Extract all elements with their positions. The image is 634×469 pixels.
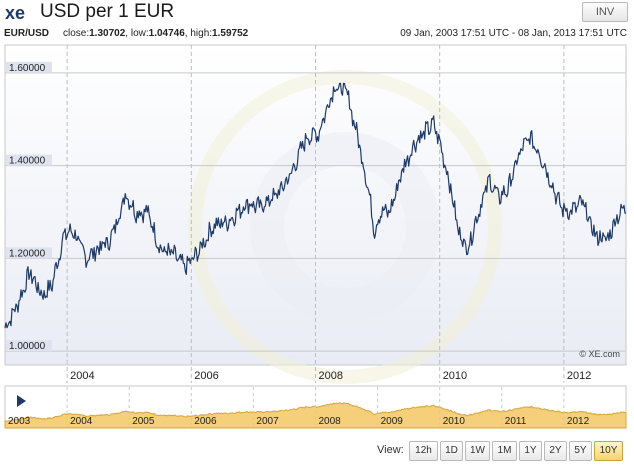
date-range: 09 Jan, 2003 17:51 UTC - 08 Jan, 2013 17… — [400, 28, 627, 39]
y-tick-label-bg — [6, 61, 52, 73]
x-tick-label: 2010 — [443, 370, 467, 382]
y-tick-label: 1.40000 — [9, 156, 46, 167]
navigator-label: 2009 — [381, 416, 404, 427]
x-tick-label: 2006 — [194, 370, 218, 382]
navigator-label: 2010 — [443, 416, 466, 427]
close-label: close: — [63, 28, 90, 39]
currency-pair: EUR/USD — [4, 28, 50, 39]
play-icon[interactable] — [17, 395, 26, 407]
chart-header: xe USD per 1 EUR INV — [0, 0, 634, 27]
rate-chart[interactable]: 1.00000 1.20000 1.40000 1.60000 © XE.com 20… — [0, 42, 634, 436]
y-tick-label: 1.00000 — [9, 341, 46, 352]
navigator-label: 2011 — [505, 416, 527, 427]
navigator-label: 2003 — [8, 416, 31, 427]
x-axis-labels: 2004 2006 2008 2010 2012 — [70, 370, 591, 382]
xe-watermark-emblem-icon — [188, 70, 502, 384]
price-stats: close:1.30702, low:1.04746, high:1.59752 — [63, 28, 249, 39]
navigator-label: 2004 — [70, 416, 93, 427]
range-button-10y[interactable]: 10Y — [594, 441, 623, 461]
high-label: high: — [190, 28, 213, 39]
y-axis-labels: 1.00000 1.20000 1.40000 1.60000 — [6, 61, 52, 352]
xe-logo-text: xe — [5, 3, 25, 23]
x-tick-label: 2008 — [319, 370, 343, 382]
range-button-2y[interactable]: 2Y — [544, 441, 567, 461]
range-button-5y[interactable]: 5Y — [569, 441, 592, 461]
navigator-label: 2006 — [194, 416, 217, 427]
chart-title: USD per 1 EUR — [40, 1, 175, 22]
navigator-label: 2012 — [567, 416, 590, 427]
watermark-text: © XE.com — [579, 349, 620, 359]
high-value: 1.59752 — [212, 28, 249, 39]
view-bar: View: 12h 1D 1W 1M 1Y 2Y 5Y 10Y — [0, 440, 634, 462]
low-value: 1.04746 — [148, 28, 185, 39]
navigator-label: 2007 — [256, 416, 279, 427]
range-button-1d[interactable]: 1D — [440, 441, 463, 461]
gridlines — [5, 45, 626, 383]
xe-logo-icon: xe — [5, 3, 25, 23]
navigator-label: 2005 — [132, 416, 155, 427]
low-label: low: — [130, 28, 149, 39]
x-tick-label: 2012 — [567, 370, 591, 382]
info-bar: EUR/USD close:1.30702, low:1.04746, high… — [0, 28, 634, 42]
y-tick-label: 1.60000 — [9, 63, 46, 74]
navigator-label: 2008 — [319, 416, 342, 427]
y-tick-label-bg — [6, 247, 52, 259]
price-line — [4, 82, 627, 329]
invert-button[interactable]: INV — [582, 2, 628, 22]
range-button-1m[interactable]: 1M — [492, 441, 517, 461]
range-button-1w[interactable]: 1W — [465, 441, 490, 461]
y-tick-label-bg — [6, 340, 52, 352]
close-value: 1.30702 — [89, 28, 126, 39]
y-tick-label-bg — [6, 154, 52, 166]
x-tick-label: 2004 — [70, 370, 94, 382]
navigator-labels: 2003 2004 2005 2006 2007 2008 2009 2010 2011 2012 — [8, 387, 590, 428]
range-button-12h[interactable]: 12h — [409, 441, 438, 461]
y-tick-label: 1.20000 — [9, 248, 46, 259]
range-button-1y[interactable]: 1Y — [519, 441, 542, 461]
view-label: View: — [377, 444, 404, 456]
